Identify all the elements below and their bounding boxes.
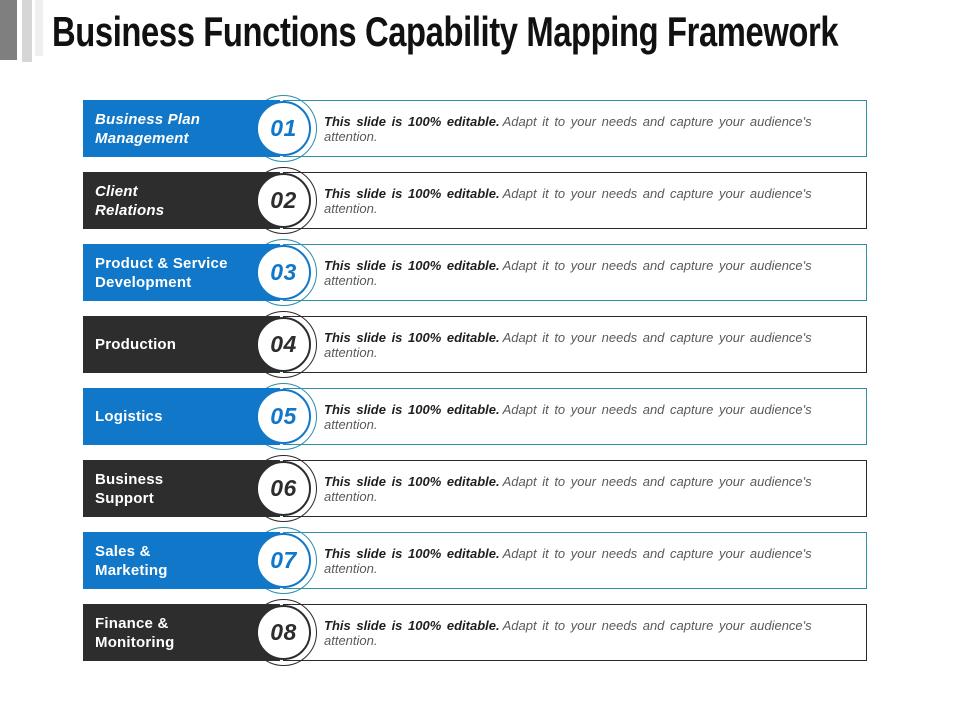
number-badge: 04 bbox=[256, 317, 311, 372]
function-label: Sales & Marketing bbox=[95, 542, 168, 579]
step-number: 01 bbox=[270, 115, 297, 141]
description-bold-text: This slide is 100% editable. bbox=[324, 185, 500, 201]
number-badge: 01 bbox=[256, 101, 311, 156]
description-rest-text: Adapt it to your needs and capture your … bbox=[324, 617, 812, 648]
description-box: This slide is 100% editable. Adapt it to … bbox=[283, 604, 867, 661]
description-text: This slide is 100% editable. Adapt it to … bbox=[324, 330, 866, 360]
accent-bar-dark bbox=[0, 0, 17, 60]
function-label: Production bbox=[95, 336, 177, 353]
framework-row: This slide is 100% editable. Adapt it to … bbox=[0, 95, 960, 162]
function-label: Client Relations bbox=[95, 182, 165, 219]
step-number: 06 bbox=[270, 475, 297, 501]
step-number: 04 bbox=[270, 331, 297, 357]
function-label-box: Business Support bbox=[83, 460, 280, 517]
number-badge: 07 bbox=[256, 533, 311, 588]
step-number: 08 bbox=[270, 619, 297, 645]
number-badge: 05 bbox=[256, 389, 311, 444]
description-box: This slide is 100% editable. Adapt it to … bbox=[283, 316, 867, 373]
description-text: This slide is 100% editable. Adapt it to … bbox=[324, 474, 866, 504]
step-number: 07 bbox=[270, 547, 297, 573]
accent-bar-light bbox=[22, 0, 32, 62]
description-box: This slide is 100% editable. Adapt it to … bbox=[283, 532, 867, 589]
framework-row: This slide is 100% editable. Adapt it to … bbox=[0, 383, 960, 450]
description-bold-text: This slide is 100% editable. bbox=[324, 401, 500, 417]
description-text: This slide is 100% editable. Adapt it to … bbox=[324, 546, 866, 576]
description-box: This slide is 100% editable. Adapt it to … bbox=[283, 460, 867, 517]
description-rest-text: Adapt it to your needs and capture your … bbox=[324, 473, 812, 504]
number-badge: 03 bbox=[256, 245, 311, 300]
description-text: This slide is 100% editable. Adapt it to … bbox=[324, 618, 866, 648]
step-number: 05 bbox=[270, 403, 297, 429]
description-text: This slide is 100% editable. Adapt it to … bbox=[324, 114, 866, 144]
description-rest-text: Adapt it to your needs and capture your … bbox=[324, 113, 812, 144]
description-bold-text: This slide is 100% editable. bbox=[324, 257, 500, 273]
description-bold-text: This slide is 100% editable. bbox=[324, 113, 500, 129]
description-bold-text: This slide is 100% editable. bbox=[324, 473, 500, 489]
description-bold-text: This slide is 100% editable. bbox=[324, 617, 500, 633]
function-label-box: Business Plan Management bbox=[83, 100, 280, 157]
function-label: Business Support bbox=[95, 470, 164, 507]
function-label-box: Sales & Marketing bbox=[83, 532, 280, 589]
description-box: This slide is 100% editable. Adapt it to … bbox=[283, 244, 867, 301]
step-number: 03 bbox=[270, 259, 297, 285]
function-label: Business Plan Management bbox=[95, 110, 201, 147]
step-number: 02 bbox=[270, 187, 297, 213]
number-badge: 06 bbox=[256, 461, 311, 516]
description-text: This slide is 100% editable. Adapt it to … bbox=[324, 402, 866, 432]
framework-row: This slide is 100% editable. Adapt it to … bbox=[0, 527, 960, 594]
description-text: This slide is 100% editable. Adapt it to … bbox=[324, 186, 866, 216]
description-box: This slide is 100% editable. Adapt it to … bbox=[283, 100, 867, 157]
function-label-box: Finance & Monitoring bbox=[83, 604, 280, 661]
framework-row: This slide is 100% editable. Adapt it to … bbox=[0, 455, 960, 522]
description-rest-text: Adapt it to your needs and capture your … bbox=[324, 185, 812, 216]
function-label: Finance & Monitoring bbox=[95, 614, 175, 651]
framework-row: This slide is 100% editable. Adapt it to … bbox=[0, 239, 960, 306]
function-label: Logistics bbox=[95, 408, 163, 425]
number-badge: 02 bbox=[256, 173, 311, 228]
function-label-box: Client Relations bbox=[83, 172, 280, 229]
slide-title: Business Functions Capability Mapping Fr… bbox=[52, 8, 839, 55]
description-box: This slide is 100% editable. Adapt it to … bbox=[283, 172, 867, 229]
description-text: This slide is 100% editable. Adapt it to … bbox=[324, 258, 866, 288]
description-rest-text: Adapt it to your needs and capture your … bbox=[324, 401, 812, 432]
function-label-box: Product & Service Development bbox=[83, 244, 280, 301]
description-rest-text: Adapt it to your needs and capture your … bbox=[324, 545, 812, 576]
framework-row: This slide is 100% editable. Adapt it to … bbox=[0, 311, 960, 378]
number-badge: 08 bbox=[256, 605, 311, 660]
function-label: Product & Service Development bbox=[95, 254, 228, 291]
description-box: This slide is 100% editable. Adapt it to … bbox=[283, 388, 867, 445]
framework-row: This slide is 100% editable. Adapt it to … bbox=[0, 167, 960, 234]
accent-bar-lighter bbox=[35, 0, 43, 56]
description-rest-text: Adapt it to your needs and capture your … bbox=[324, 257, 812, 288]
framework-row: This slide is 100% editable. Adapt it to … bbox=[0, 599, 960, 666]
function-label-box: Production bbox=[83, 316, 280, 373]
function-label-box: Logistics bbox=[83, 388, 280, 445]
description-bold-text: This slide is 100% editable. bbox=[324, 545, 500, 561]
description-rest-text: Adapt it to your needs and capture your … bbox=[324, 329, 812, 360]
framework-list: This slide is 100% editable. Adapt it to … bbox=[0, 95, 960, 676]
description-bold-text: This slide is 100% editable. bbox=[324, 329, 500, 345]
